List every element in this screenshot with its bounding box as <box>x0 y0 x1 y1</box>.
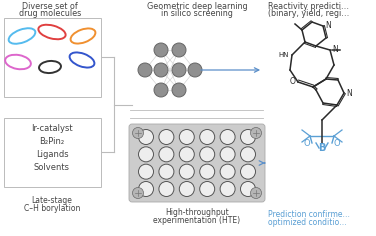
Text: Reactivity predicti…: Reactivity predicti… <box>268 2 349 11</box>
Text: Prediction confirme…: Prediction confirme… <box>268 210 350 219</box>
Text: in silico screening: in silico screening <box>161 9 233 18</box>
Circle shape <box>179 130 194 144</box>
Text: O: O <box>303 139 310 148</box>
Circle shape <box>200 130 215 144</box>
Circle shape <box>250 187 261 198</box>
Circle shape <box>138 147 153 162</box>
Text: Diverse set of: Diverse set of <box>22 2 78 11</box>
Circle shape <box>179 164 194 179</box>
Text: B₂Pin₂: B₂Pin₂ <box>39 137 65 146</box>
Circle shape <box>179 181 194 197</box>
Circle shape <box>241 164 256 179</box>
Circle shape <box>172 63 186 77</box>
Text: Geometric deep learning: Geometric deep learning <box>147 2 247 11</box>
Circle shape <box>250 127 261 139</box>
Circle shape <box>241 147 256 162</box>
Text: (binary, yield, regi…: (binary, yield, regi… <box>268 9 349 18</box>
Circle shape <box>200 164 215 179</box>
Text: C–H borylation: C–H borylation <box>24 204 80 213</box>
Circle shape <box>132 187 144 198</box>
Text: Ir-catalyst: Ir-catalyst <box>31 124 73 133</box>
Text: O: O <box>289 77 295 87</box>
Circle shape <box>132 127 144 139</box>
Circle shape <box>154 83 168 97</box>
Circle shape <box>138 63 152 77</box>
Text: N: N <box>325 21 331 30</box>
Circle shape <box>220 164 235 179</box>
Circle shape <box>220 181 235 197</box>
Circle shape <box>138 130 153 144</box>
Circle shape <box>220 147 235 162</box>
Circle shape <box>200 181 215 197</box>
Circle shape <box>138 181 153 197</box>
Circle shape <box>172 43 186 57</box>
Circle shape <box>179 147 194 162</box>
Text: Ligands: Ligands <box>36 150 68 159</box>
Text: experimentation (HTE): experimentation (HTE) <box>153 216 241 225</box>
Circle shape <box>154 43 168 57</box>
Circle shape <box>172 83 186 97</box>
Circle shape <box>159 130 174 144</box>
Circle shape <box>159 147 174 162</box>
Text: N: N <box>346 88 352 97</box>
Circle shape <box>138 164 153 179</box>
Circle shape <box>159 181 174 197</box>
Text: High-throughput: High-throughput <box>165 208 229 217</box>
Circle shape <box>200 147 215 162</box>
Text: HN: HN <box>279 52 289 58</box>
Text: O: O <box>334 139 341 148</box>
Circle shape <box>154 63 168 77</box>
Text: N: N <box>332 46 338 55</box>
Text: Late-stage: Late-stage <box>32 196 73 205</box>
Text: B: B <box>318 143 326 153</box>
Circle shape <box>220 130 235 144</box>
Text: optimized conditio…: optimized conditio… <box>268 218 347 227</box>
Circle shape <box>159 164 174 179</box>
FancyBboxPatch shape <box>3 17 100 97</box>
Text: Solvents: Solvents <box>34 163 70 172</box>
FancyBboxPatch shape <box>129 124 265 202</box>
Circle shape <box>241 181 256 197</box>
Circle shape <box>188 63 202 77</box>
Circle shape <box>241 130 256 144</box>
Text: drug molecules: drug molecules <box>19 9 81 18</box>
FancyBboxPatch shape <box>3 118 100 186</box>
